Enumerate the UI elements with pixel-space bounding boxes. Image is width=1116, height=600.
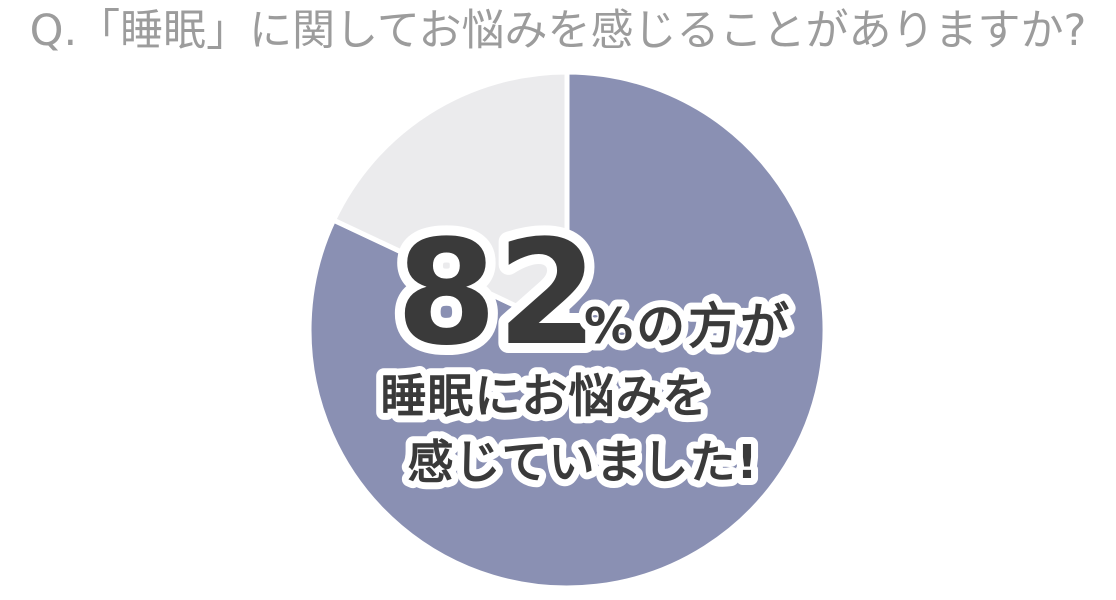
- percent-value: 82: [396, 209, 598, 378]
- callout-line1: 睡眠にお悩みを: [381, 369, 710, 423]
- pie-slice-other: [331, 69, 570, 333]
- percent-suffix: %の方が: [584, 298, 792, 355]
- question-title: Q.「睡眠」に関してお悩みを感じることがありますか?: [29, 6, 1087, 56]
- callout-line2: 感じていました!: [408, 435, 759, 489]
